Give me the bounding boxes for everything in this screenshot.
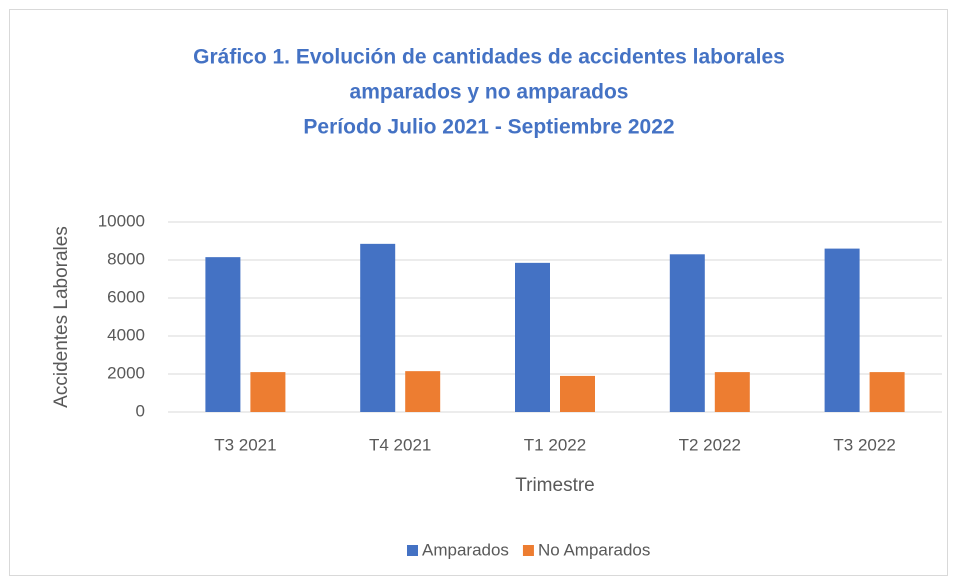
chart-title: Período Julio 2021 - Septiembre 2022 (303, 116, 674, 139)
x-axis-label: Trimestre (515, 475, 595, 496)
legend-label: No Amparados (538, 540, 650, 559)
bar (405, 371, 441, 412)
bar (205, 257, 241, 412)
x-tick-label: T3 2021 (214, 435, 276, 454)
chart-title: Gráfico 1. Evolución de cantidades de ac… (193, 46, 785, 69)
y-tick-label: 6000 (107, 287, 145, 306)
bar (869, 372, 905, 412)
bar (360, 243, 396, 412)
y-tick-label: 2000 (107, 363, 145, 382)
y-axis-label: Accidentes Laborales (51, 226, 72, 408)
bar (560, 375, 595, 412)
y-tick-label: 0 (136, 401, 145, 420)
x-tick-label: T4 2021 (369, 435, 431, 454)
bar (714, 372, 750, 412)
chart-border (9, 9, 948, 576)
x-tick-label: T1 2022 (524, 435, 586, 454)
legend-swatch (522, 545, 534, 556)
x-tick-label: T3 2022 (833, 435, 895, 454)
y-tick-label: 8000 (107, 249, 145, 268)
bar (669, 254, 705, 412)
chart-title: amparados y no amparados (350, 81, 629, 104)
bar (250, 372, 286, 412)
legend-label: Amparados (422, 540, 509, 559)
bar (824, 248, 860, 412)
y-tick-label: 4000 (107, 325, 145, 344)
bar (515, 262, 550, 412)
y-tick-label: 10000 (98, 211, 145, 230)
x-tick-label: T2 2022 (679, 435, 741, 454)
legend-swatch (407, 545, 418, 556)
